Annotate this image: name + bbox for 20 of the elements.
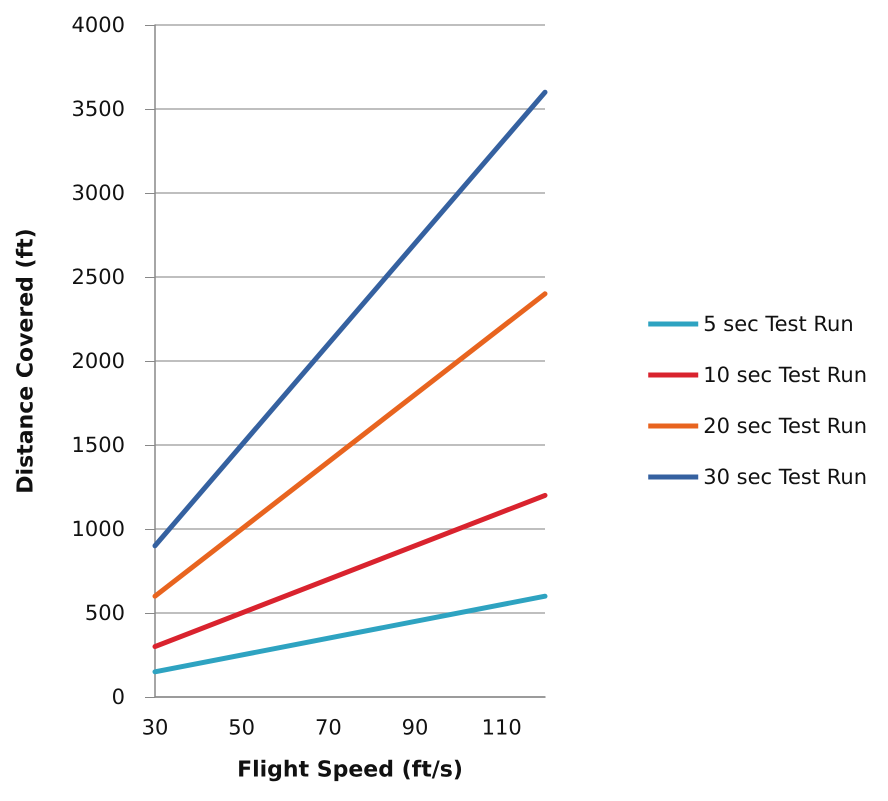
legend-label: 10 sec Test Run xyxy=(703,363,868,387)
x-tick-label: 50 xyxy=(228,716,256,740)
x-tick-label: 30 xyxy=(142,716,168,740)
x-tick-label: 110 xyxy=(482,716,522,740)
y-tick-label: 500 xyxy=(84,601,125,625)
y-tick-label: 2000 xyxy=(72,349,125,373)
y-tick-label: 4000 xyxy=(72,13,125,37)
y-tick-label: 1500 xyxy=(72,433,125,457)
x-tick-label: 90 xyxy=(402,716,428,740)
y-tick-label: 3500 xyxy=(72,97,125,121)
legend-label: 30 sec Test Run xyxy=(703,465,868,489)
x-axis-title: Flight Speed (ft/s) xyxy=(237,758,463,782)
y-tick-label: 0 xyxy=(112,685,125,709)
x-tick-label: 70 xyxy=(314,716,342,740)
y-tick-label: 1000 xyxy=(72,517,125,541)
y-axis-title: Distance Covered (ft) xyxy=(14,228,38,494)
y-tick-label: 2500 xyxy=(72,265,125,289)
y-tick-label: 3000 xyxy=(72,181,125,205)
legend-label: 20 sec Test Run xyxy=(703,414,868,438)
legend-label: 5 sec Test Run xyxy=(703,312,854,336)
